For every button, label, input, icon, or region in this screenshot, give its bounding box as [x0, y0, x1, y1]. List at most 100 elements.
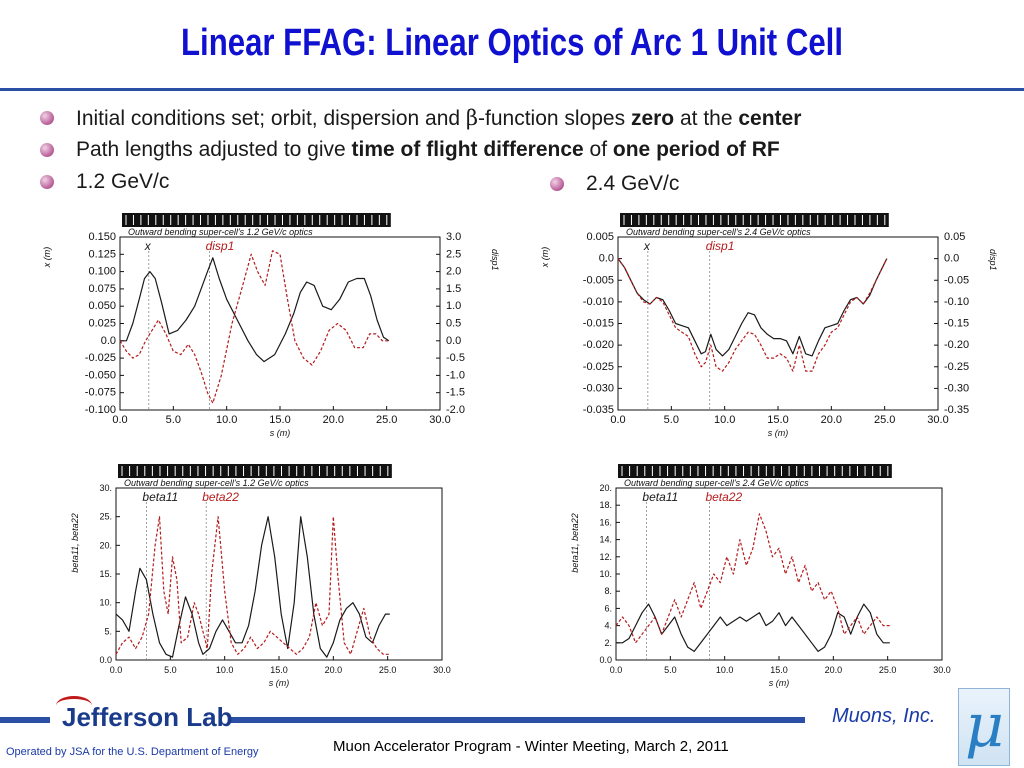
x-tick-label: 20.0	[325, 665, 343, 675]
y2-tick-label: 1.0	[446, 300, 461, 312]
y-tick-label: -0.050	[85, 369, 116, 381]
x-tick-label: 15.0	[270, 665, 288, 675]
y-tick-label: -0.035	[583, 404, 614, 416]
y-tick-label: -0.025	[583, 361, 614, 373]
bullet-list: Initial conditions set; orbit, dispersio…	[40, 102, 1020, 198]
x-tick-label: 15.0	[269, 414, 290, 426]
y-tick-label: 0.025	[88, 318, 116, 330]
y-tick-label: 18.	[599, 500, 612, 510]
chart-title: Outward bending super-cell's 1.2 GeV/c o…	[124, 478, 309, 488]
y2-tick-label: 3.0	[446, 231, 461, 243]
y-tick-label: 30.	[99, 483, 112, 493]
y-tick-label: 0.150	[88, 231, 116, 243]
chart-orbit-2-4: Outward bending super-cell's 2.4 GeV/c o…	[540, 213, 998, 438]
plot-frame	[115, 487, 443, 661]
y2-tick-label: -0.5	[446, 352, 465, 364]
y-axis-label: beta11, beta22	[570, 513, 580, 572]
marker-label: beta22	[705, 490, 742, 504]
x-axis-label: s (m)	[270, 428, 291, 438]
y2-tick-label: 0.0	[944, 253, 959, 265]
x-axis-label: s (m)	[768, 428, 789, 438]
y-tick-label: -0.015	[583, 318, 614, 330]
marker-label: beta11	[142, 490, 178, 504]
x-tick-label: 10.0	[716, 665, 734, 675]
y2-tick-label: 1.5	[446, 283, 461, 295]
y-tick-label: -0.005	[583, 274, 614, 286]
marker-label: x	[144, 239, 152, 253]
jefferson-lab-logo: Jefferson Lab	[56, 696, 233, 733]
bullet-path-lengths: Path lengths adjusted to give time of fl…	[40, 134, 1020, 166]
magnet-lattice-bar	[620, 213, 889, 227]
x-tick-label: 30.0	[429, 414, 450, 426]
y-tick-label: 6.	[604, 603, 612, 613]
y-tick-label: 0.100	[88, 266, 116, 278]
y-tick-label: 0.0	[99, 655, 112, 665]
chart-beta-2-4: Outward bending super-cell's 2.4 GeV/c o…	[570, 464, 951, 688]
x-tick-label: 20.0	[821, 414, 842, 426]
y2-tick-label: -1.0	[446, 369, 465, 381]
y2-tick-label: -0.05	[944, 274, 969, 286]
x-tick-label: 0.0	[610, 665, 623, 675]
y2-tick-label: -0.10	[944, 296, 969, 308]
series-x-line	[120, 257, 390, 363]
x-tick-label: 15.0	[770, 665, 788, 675]
muons-inc-text: Muons, Inc.	[832, 705, 936, 727]
x-tick-label: 25.0	[879, 665, 897, 675]
y2-tick-label: 0.0	[446, 335, 461, 347]
x-tick-label: 5.0	[664, 414, 679, 426]
plot-frame	[617, 236, 939, 411]
y-tick-label: 8.	[604, 586, 612, 596]
y-tick-label: -0.020	[583, 339, 614, 351]
bullet-dot-icon	[550, 177, 564, 191]
plot-frame	[615, 487, 943, 661]
bullet-dot-icon	[40, 175, 54, 189]
x-tick-label: 0.0	[110, 665, 123, 675]
x-tick-label: 5.0	[166, 414, 181, 426]
title-rule	[0, 88, 1024, 91]
operated-by-text: Operated by JSA for the U.S. Department …	[6, 746, 259, 758]
bullet-dot-icon	[40, 143, 54, 157]
y2-tick-label: -0.20	[944, 339, 969, 351]
y-tick-label: 4.	[604, 621, 612, 631]
y2-tick-label: -0.25	[944, 361, 969, 373]
magnet-lattice-bar	[122, 213, 391, 227]
x-tick-label: 10.0	[714, 414, 735, 426]
x-axis-label: s (m)	[269, 678, 290, 688]
y2-tick-label: -0.15	[944, 318, 969, 330]
meeting-text: Muon Accelerator Program - Winter Meetin…	[333, 738, 729, 755]
x-tick-label: 30.0	[927, 414, 948, 426]
x-tick-label: 20.0	[323, 414, 344, 426]
marker-label: disp1	[206, 239, 235, 253]
y-tick-label: 20.	[99, 540, 112, 550]
y-tick-label: 25.	[99, 512, 112, 522]
chart-title: Outward bending super-cell's 1.2 GeV/c o…	[128, 227, 313, 237]
footer-rule-left	[0, 717, 50, 723]
y2-tick-label: -0.35	[944, 404, 969, 416]
y-tick-label: 5.	[104, 626, 112, 636]
series-beta11-line	[115, 516, 390, 658]
marker-label: x	[643, 239, 651, 253]
slide-title: Linear FFAG: Linear Optics of Arc 1 Unit…	[181, 22, 843, 64]
x-tick-label: 25.0	[379, 665, 397, 675]
bullet-dot-icon	[40, 111, 54, 125]
y-tick-label: -0.010	[583, 296, 614, 308]
magnet-lattice-bar	[618, 464, 892, 478]
x-tick-label: 10.0	[216, 414, 237, 426]
x-tick-label: 25.0	[874, 414, 895, 426]
x-tick-label: 5.0	[664, 665, 677, 675]
chart-orbit-1-2: Outward bending super-cell's 1.2 GeV/c o…	[42, 213, 500, 438]
y-tick-label: 0.075	[88, 283, 116, 295]
chart-beta-1-2: Outward bending super-cell's 1.2 GeV/c o…	[70, 464, 451, 688]
y2-tick-label: 0.05	[944, 231, 965, 243]
y2-tick-label: 2.0	[446, 266, 461, 278]
marker-label: beta11	[642, 490, 678, 504]
y-tick-label: 0.0	[101, 335, 116, 347]
marker-label: disp1	[706, 239, 735, 253]
x-tick-label: 15.0	[767, 414, 788, 426]
x-tick-label: 30.0	[433, 665, 451, 675]
chart-title: Outward bending super-cell's 2.4 GeV/c o…	[626, 227, 811, 237]
y-tick-label: 16.	[599, 517, 612, 527]
y-tick-label: 0.005	[586, 231, 614, 243]
y-axis-label: beta11, beta22	[70, 513, 80, 572]
x-tick-label: 25.0	[376, 414, 397, 426]
